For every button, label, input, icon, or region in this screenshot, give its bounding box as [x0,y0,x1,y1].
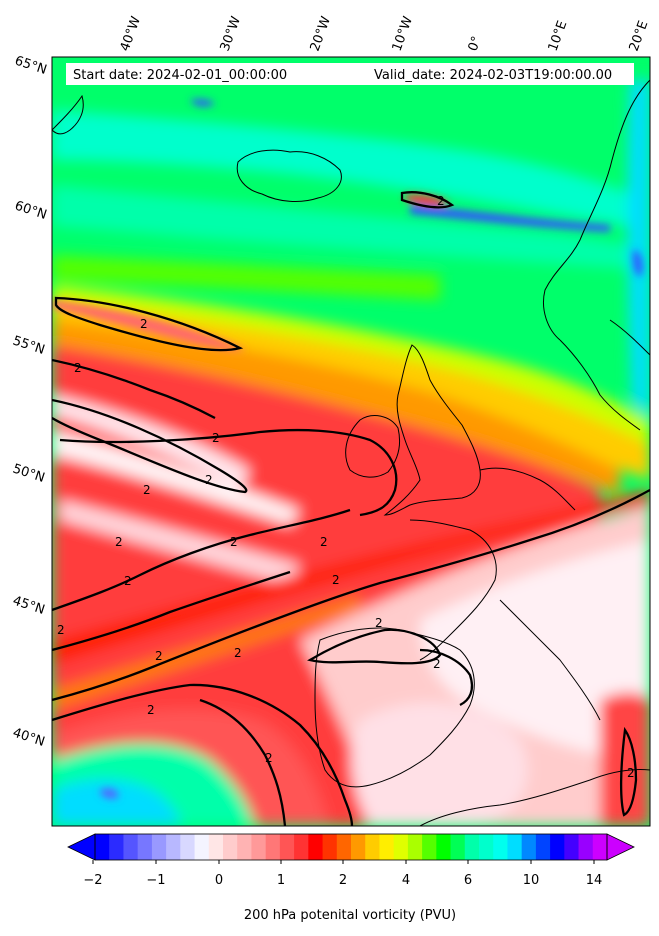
colorbar-swatch [564,834,580,860]
colorbar-swatch [550,834,565,860]
lat-label: 45°N [11,594,47,618]
colorbar-swatch [123,834,139,860]
colorbar-swatch [279,834,295,860]
colorbar-swatch [180,834,196,860]
contour-label: 2 [212,431,220,445]
colorbar-swatch [308,834,324,860]
colorbar-swatch [137,834,153,860]
cb-tick-label: 1 [277,873,285,888]
contour-labels: 2 2 2 2 2 2 2 2 2 2 2 2 2 2 2 2 2 2 2 [57,194,635,780]
colorbar-swatch [251,834,267,860]
cb-tick-label: 10 [523,873,540,888]
cb-tick-label: −2 [83,873,102,888]
contour-label: 2 [332,573,340,587]
colorbar-swatch [208,834,224,860]
colorbar-swatch [422,834,437,860]
cb-tick-label: 14 [586,873,603,888]
lon-label: 10°E [546,19,571,54]
contour-label: 2 [433,657,441,671]
colorbar-swatch [109,834,125,860]
contour-label: 2 [205,473,213,487]
colorbar-swatch [223,834,238,860]
colorbar-swatch [393,834,409,860]
contour-label: 2 [57,623,65,637]
start-date-label: Start date: 2024-02-01_00:00:00 [73,68,287,83]
lat-label: 50°N [11,462,47,486]
colorbar-swatch [507,834,523,860]
colorbar-swatch [464,834,480,860]
lat-label: 65°N [13,54,49,78]
lat-label: 40°N [11,726,47,750]
colorbar-swatch [592,834,608,860]
contour-label: 2 [143,483,151,497]
cb-tick-label: −1 [146,873,165,888]
valid-date-label: Valid_date: 2024-02-03T19:00:00.00 [374,68,612,83]
cb-tick-label: 0 [215,873,223,888]
colorbar-swatch [407,834,423,860]
colorbar-swatch [151,834,167,860]
colorbar-swatch [294,834,309,860]
map-frame [51,56,651,827]
coastlines [52,79,650,826]
contour-label: 2 [147,703,155,717]
pv-field [52,57,650,826]
colorbar-swatch [450,834,466,860]
contour-label: 2 [234,646,242,660]
colorbar-swatch [578,834,594,860]
colorbar-frame [94,833,608,861]
colorbar-swatch [535,834,551,860]
colorbar-swatch [265,834,281,860]
lon-label: 10°W [390,14,416,53]
cb-tick-label: 4 [402,873,410,888]
colorbar-swatch [336,834,352,860]
contour-label: 2 [230,535,238,549]
colorbar-ticks: −2 −1 0 1 2 4 6 10 14 [83,860,602,888]
colorbar-swatch [493,834,509,860]
lat-label: 55°N [11,334,47,358]
colorbar-swatch [237,834,253,860]
lon-label: 20°W [308,14,334,53]
contour-label: 2 [115,535,123,549]
contour-label: 2 [155,649,163,663]
lat-label: 60°N [13,199,49,223]
colorbar-caption: 200 hPa potenital vorticity (PVU) [244,908,456,923]
lon-label: 20°E [627,19,652,54]
date-header-box [66,63,634,85]
colorbar-swatch [365,834,381,860]
lon-label: 0° [466,34,485,53]
colorbar-swatch [166,834,181,860]
colorbar-swatch [479,834,494,860]
latitude-labels: 65°N 60°N 55°N 50°N 45°N 40°N [11,54,49,750]
colorbar-swatch [379,834,395,860]
cb-tick-label: 2 [339,873,347,888]
contour-label: 2 [140,317,148,331]
contour-label: 2 [437,194,445,208]
longitude-labels: 40°W 30°W 20°W 10°W 0° 10°E 20°E [118,14,652,53]
colorbar-high-extend [606,833,635,861]
colorbar-swatch [95,834,110,860]
lon-label: 30°W [218,14,244,53]
contour-label: 2 [627,766,635,780]
contour-label: 2 [320,535,328,549]
contour-label: 2 [74,361,82,375]
contour-label: 2 [265,751,273,765]
colorbar-swatch [351,834,366,860]
colorbar-swatch [194,834,210,860]
contour-label: 2 [375,616,383,630]
pv2-contours [52,191,650,826]
colorbar-swatch [436,834,452,860]
colorbar-swatch [322,834,338,860]
contour-label: 2 [124,574,132,588]
colorbar-swatch [521,834,537,860]
lon-label: 40°W [118,14,144,53]
cb-tick-label: 6 [464,873,472,888]
colorbar-low-extend [67,833,96,861]
colorbar [95,834,608,860]
